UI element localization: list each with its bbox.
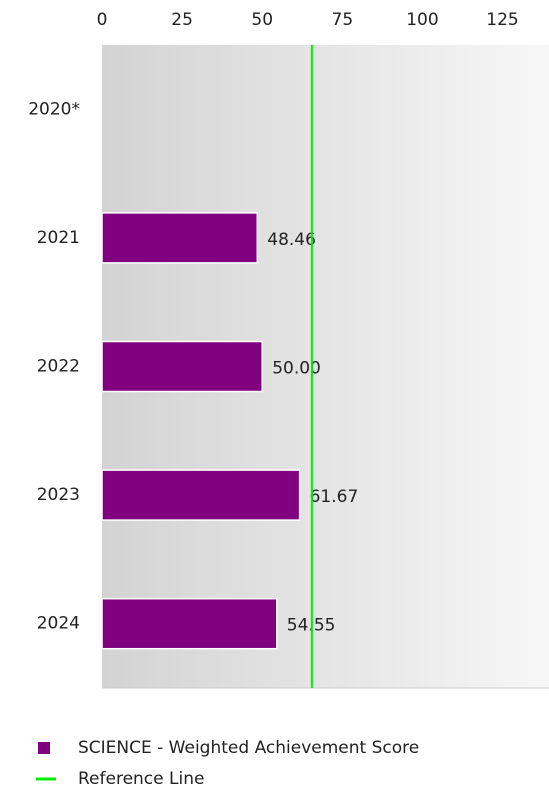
x-tick-label: 125 xyxy=(486,10,518,30)
y-tick-label: 2021 xyxy=(37,228,80,248)
y-tick-label: 2024 xyxy=(37,614,80,634)
data-label: 61.67 xyxy=(310,487,359,507)
x-tick-label: 100 xyxy=(406,10,438,30)
x-tick-label: 75 xyxy=(332,10,354,30)
bar xyxy=(101,597,278,650)
x-tick-label: 0 xyxy=(97,10,108,30)
data-label: 48.46 xyxy=(267,230,316,250)
legend-label: Reference Line xyxy=(78,769,204,789)
legend-swatch xyxy=(38,742,50,754)
y-tick-label: 2020* xyxy=(28,99,80,119)
bar xyxy=(101,212,259,264)
x-tick-label: 25 xyxy=(171,10,193,30)
bar xyxy=(101,469,301,521)
bar xyxy=(101,340,263,393)
legend-label: SCIENCE - Weighted Achievement Score xyxy=(78,738,419,758)
data-label: 50.00 xyxy=(272,359,321,379)
y-tick-label: 2022 xyxy=(37,357,80,377)
x-tick-label: 50 xyxy=(251,10,273,30)
y-tick-label: 2023 xyxy=(37,485,80,505)
